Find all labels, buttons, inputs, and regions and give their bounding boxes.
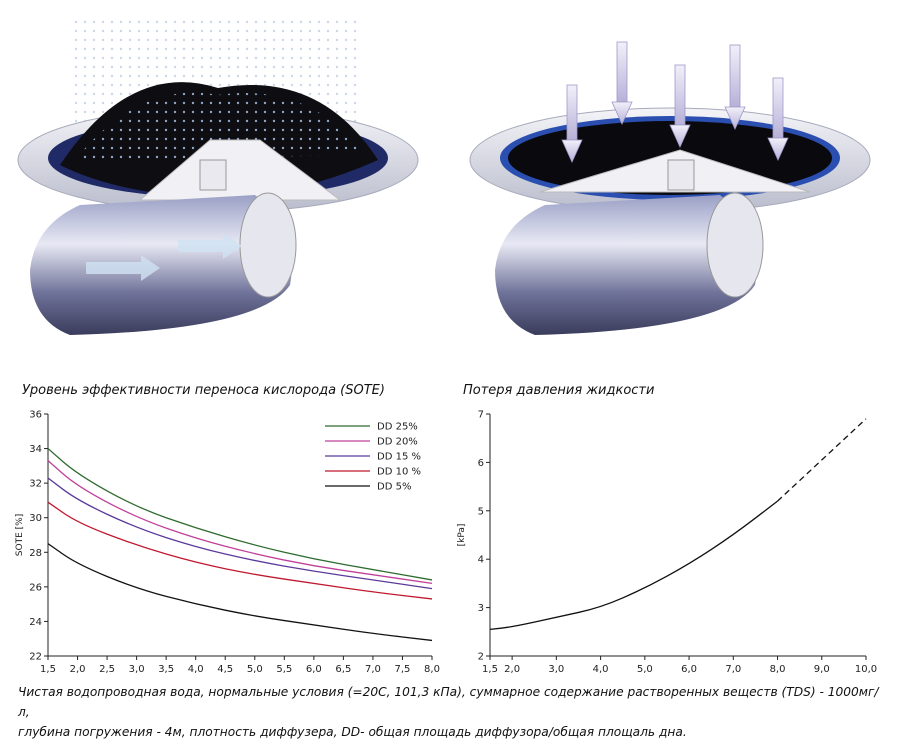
- x-tick-label: 2,0: [70, 664, 86, 675]
- legend-label: DD 20%: [377, 437, 418, 448]
- y-tick-label: 3: [478, 603, 484, 614]
- legend-label: DD 5%: [377, 482, 411, 493]
- x-tick-label: 4,0: [188, 664, 204, 675]
- x-tick-label: 1,5: [40, 664, 56, 675]
- y-tick-label: 30: [29, 513, 42, 524]
- diffuser-closed-icon: [469, 41, 871, 335]
- legend-label: DD 10 %: [377, 467, 421, 478]
- y-tick-label: 5: [478, 506, 484, 517]
- legend-label: DD 15 %: [377, 452, 421, 463]
- x-tick-label: 8,0: [424, 664, 440, 675]
- series-line: [47, 460, 433, 585]
- pressure-chart-title: Потеря давления жидкости: [463, 383, 655, 398]
- diffuser-operating-icon: [17, 20, 419, 335]
- x-tick-label: 6,0: [681, 664, 697, 675]
- x-tick-label: 5,0: [247, 664, 263, 675]
- x-tick-label: 5,0: [637, 664, 653, 675]
- y-tick-label: 22: [29, 652, 42, 663]
- y-axis-label: [kPa]: [457, 524, 467, 547]
- series-line: [47, 501, 433, 600]
- x-tick-label: 2,5: [99, 664, 115, 675]
- x-tick-label: 5,5: [276, 664, 292, 675]
- x-tick-label: 7,0: [725, 664, 741, 675]
- y-tick-label: 26: [29, 582, 42, 593]
- x-tick-label: 2,0: [504, 664, 520, 675]
- y-axis-label: SOTE [%]: [15, 514, 25, 556]
- x-tick-label: 8,0: [770, 664, 786, 675]
- x-tick-label: 7,5: [395, 664, 411, 675]
- legend-label: DD 25%: [377, 422, 418, 433]
- x-tick-label: 6,5: [335, 664, 351, 675]
- diffuser-illustrations: [17, 20, 871, 335]
- x-tick-label: 9,0: [814, 664, 830, 675]
- x-tick-label: 3,5: [158, 664, 174, 675]
- series-line: [47, 477, 433, 590]
- sote-chart: 22 24 26 28 30 32 34 36 1,5 2,0 2,5 3,0 3,5 4,0 4,5 5,0…: [15, 410, 440, 676]
- sote-chart-title: Уровень эффективности переноса кислорода…: [22, 383, 385, 398]
- y-tick-label: 32: [29, 479, 42, 490]
- y-tick-label: 6: [478, 458, 484, 469]
- series-line: [47, 448, 433, 581]
- x-tick-label: 3,0: [129, 664, 145, 675]
- x-tick-label: 10,0: [855, 664, 877, 675]
- caption-line-2: глубина погружения - 4м, плотность диффу…: [18, 725, 687, 739]
- caption-line-1: Чистая водопроводная вода, нормальные ус…: [18, 685, 879, 719]
- x-tick-label: 7,0: [365, 664, 381, 675]
- x-tick-label: 1,5: [482, 664, 498, 675]
- y-tick-label: 7: [478, 410, 484, 421]
- y-tick-label: 28: [29, 548, 42, 559]
- x-tick-label: 4,0: [593, 664, 609, 675]
- y-tick-label: 36: [29, 410, 42, 421]
- caption: Чистая водопроводная вода, нормальные ус…: [18, 682, 888, 742]
- series-line: [47, 543, 433, 642]
- y-tick-label: 2: [478, 652, 484, 663]
- pressure-loss-chart: 2 3 4 5 6 7 1,5 2,0 3,0 4,0 5,0 6,0 7,0 8,0 9,0 10,0 [kP…: [457, 410, 877, 676]
- y-tick-label: 34: [29, 444, 42, 455]
- series-line: [777, 418, 867, 502]
- x-tick-label: 3,0: [548, 664, 564, 675]
- y-tick-label: 4: [478, 555, 484, 566]
- y-tick-label: 24: [29, 617, 42, 628]
- x-tick-label: 6,0: [306, 664, 322, 675]
- series-line: [489, 500, 778, 631]
- x-tick-label: 4,5: [217, 664, 233, 675]
